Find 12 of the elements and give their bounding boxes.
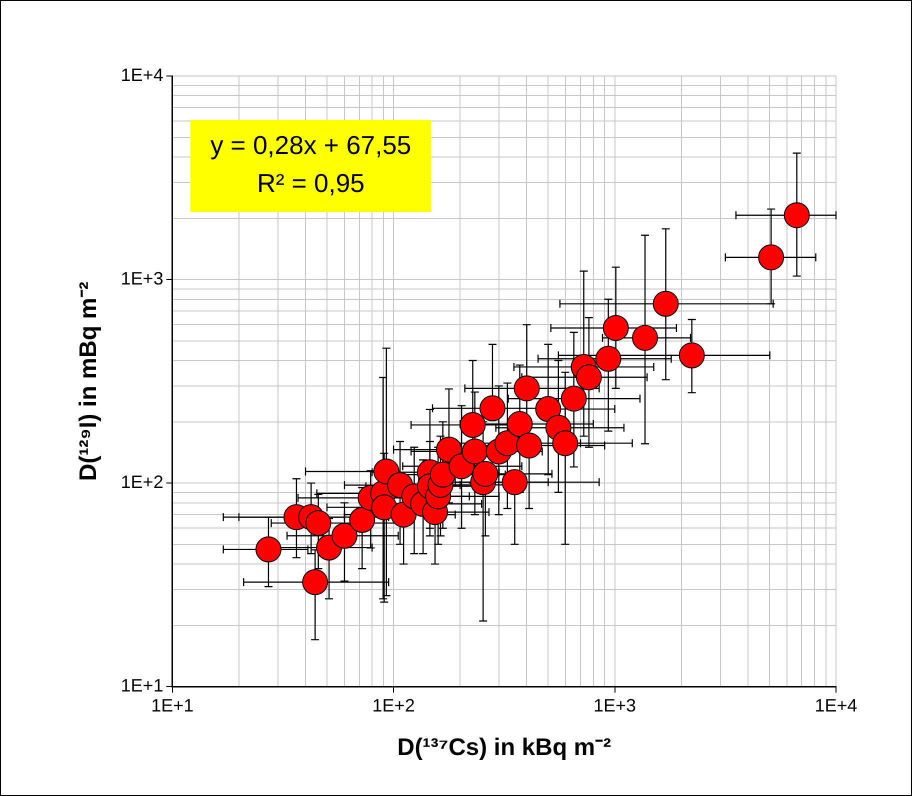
y-tick-label: 1E+2 (120, 472, 164, 492)
y-tick-label: 1E+1 (120, 676, 164, 696)
annotation: y = 0,28x + 67,55 (210, 130, 412, 160)
x-tick-label: 1E+3 (594, 695, 636, 716)
y-tick-label: 1E+4 (120, 64, 164, 85)
y-axis-title: D(¹²⁹I) in mBq m⁻² (75, 282, 102, 481)
annotation: R² = 0,95 (256, 168, 365, 198)
x-axis-title: D(¹³⁷Cs) in kBq m⁻² (397, 734, 612, 762)
y-tick-label: 1E+3 (120, 268, 164, 288)
x-tick-label: 1E+1 (151, 695, 194, 716)
x-tick-label: 1E+2 (372, 695, 415, 716)
x-tick-label: 1E+4 (814, 695, 858, 716)
